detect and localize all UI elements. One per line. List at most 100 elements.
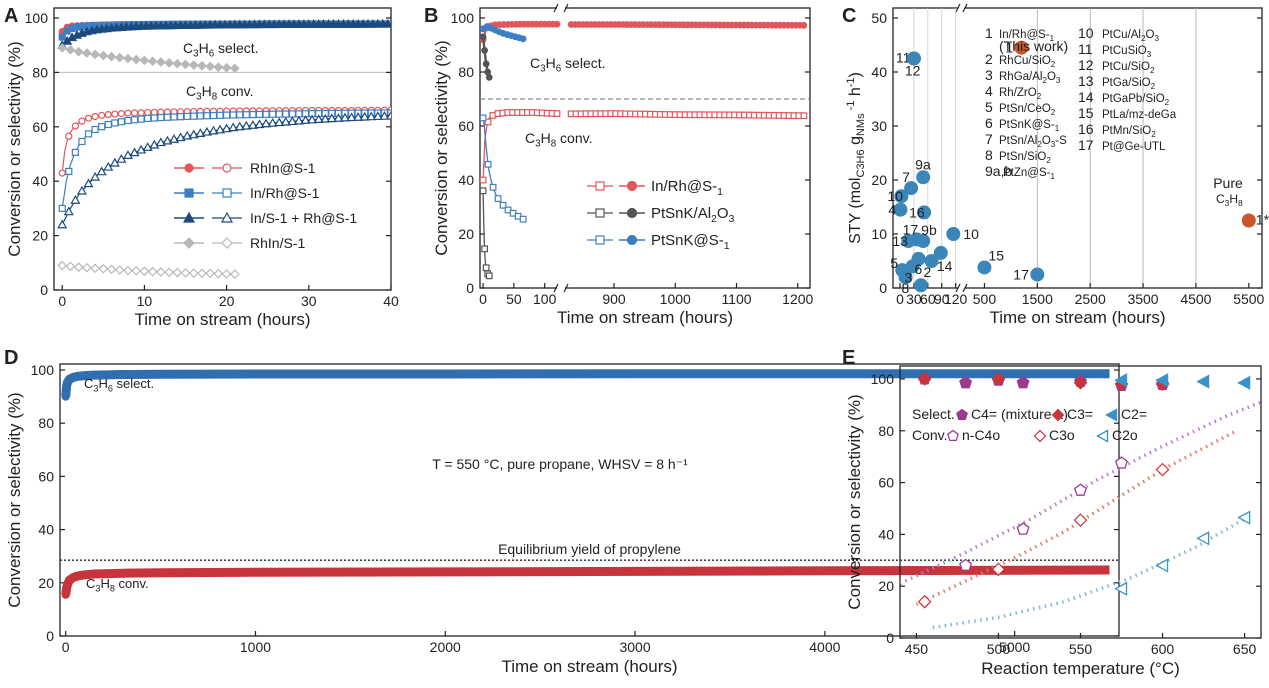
y-tick-label: 80 xyxy=(32,64,48,80)
legend-number: 16 xyxy=(1078,121,1094,137)
select-point xyxy=(553,20,561,28)
conv-point xyxy=(91,112,99,121)
conv-point xyxy=(183,112,191,121)
point-label: 7 xyxy=(902,169,910,185)
conv-point xyxy=(800,112,808,120)
y-tick-label: 40 xyxy=(38,522,54,538)
conditions-text: T = 550 °C, pure propane, WHSV = 8 h⁻¹ xyxy=(432,456,688,472)
conv-point xyxy=(170,113,178,121)
conv-point xyxy=(123,265,133,276)
panel-label: D xyxy=(4,347,18,369)
conv-point xyxy=(84,114,93,122)
x-tick-label: 0 xyxy=(479,291,487,307)
select-point xyxy=(164,58,174,68)
conv-point xyxy=(137,109,145,117)
x-axis-label: Time on stream (hours) xyxy=(501,657,677,676)
conv-point xyxy=(480,187,487,195)
data-point xyxy=(1155,462,1170,477)
select-point xyxy=(73,46,84,57)
conv-point xyxy=(58,169,66,177)
conv-point xyxy=(485,272,493,280)
conv-point xyxy=(156,267,166,277)
point-label: 12 xyxy=(905,63,921,79)
x-tick-label: 1500 xyxy=(1022,291,1053,307)
data-point xyxy=(80,371,89,380)
legend-label: C3= xyxy=(1067,406,1093,422)
conv-point xyxy=(519,215,527,223)
conv-point xyxy=(241,120,252,130)
conv-point xyxy=(480,114,487,122)
select-point xyxy=(57,43,68,53)
conv-point xyxy=(481,245,489,253)
x-tick-label: 450 xyxy=(905,641,929,657)
data-point xyxy=(1073,513,1088,527)
legend-label: RhCu/SiO2 xyxy=(999,55,1056,69)
data-point xyxy=(898,270,913,285)
x-tick-label: 100 xyxy=(533,291,557,307)
legend-number: 11 xyxy=(1078,41,1093,57)
conv-point xyxy=(172,267,183,278)
legend-label: PtGa/SiO2 xyxy=(1102,77,1156,91)
conv-point xyxy=(114,265,125,275)
data-point xyxy=(61,590,70,599)
legend-label: C2= xyxy=(1121,406,1147,422)
data-point xyxy=(1114,373,1128,388)
y-tick-label: 30 xyxy=(871,118,887,134)
x-tick-label: 1100 xyxy=(721,291,751,307)
axes-frame xyxy=(53,7,392,291)
axis-break xyxy=(962,3,968,13)
legend-label: n-C4o xyxy=(962,427,1000,443)
y-tick-label: 100 xyxy=(25,10,49,26)
conv-point xyxy=(78,137,86,146)
conv-point xyxy=(255,110,264,119)
x-tick-label: 5000 xyxy=(999,639,1030,655)
legend-number: 14 xyxy=(1078,89,1094,105)
y-tick-label: 50 xyxy=(871,10,887,26)
conv-point xyxy=(106,264,117,275)
point-label: 10 xyxy=(963,226,979,242)
fit-line xyxy=(915,429,1238,606)
axis-break xyxy=(955,283,961,293)
data-point xyxy=(906,51,921,66)
point-label: 1* xyxy=(1256,212,1269,228)
conv-point xyxy=(221,269,232,279)
pure-note: C3H8 xyxy=(1216,192,1243,208)
legend-label: C2o xyxy=(1112,427,1138,443)
point-label: 5 xyxy=(890,255,898,271)
y-tick-label: 40 xyxy=(871,64,887,80)
x-tick-label: 0 xyxy=(58,293,66,309)
legend-marker xyxy=(947,429,959,442)
conv-point xyxy=(288,110,296,118)
axis-break xyxy=(553,3,559,13)
conv-point xyxy=(65,132,73,140)
conv-point xyxy=(57,219,68,229)
y-tick-label: 80 xyxy=(878,423,894,439)
conv-point xyxy=(339,112,351,122)
legend-marker xyxy=(1105,408,1118,422)
conv-point xyxy=(242,111,250,119)
point-label: 11 xyxy=(896,50,911,66)
panel-label: C xyxy=(842,5,856,27)
select-point xyxy=(484,68,492,76)
legend-marker xyxy=(1051,408,1065,422)
legend-marker xyxy=(595,181,605,191)
legend-label: PtLa/mz-deGa xyxy=(1102,109,1177,121)
x-axis-label: Reaction temperature (°C) xyxy=(981,659,1180,678)
axes-frame xyxy=(892,7,1263,289)
legend-marker xyxy=(1096,429,1109,443)
conv-point xyxy=(142,142,153,151)
conv-point xyxy=(234,121,245,131)
point-label: 4 xyxy=(888,202,896,218)
legend-marker xyxy=(626,180,638,192)
data-point xyxy=(924,254,939,268)
legend-marker xyxy=(1033,429,1047,443)
x-tick-label: 500 xyxy=(973,291,997,307)
conv-point xyxy=(90,263,100,274)
legend-label: C3o xyxy=(1049,427,1075,443)
legend-label: PtSn/SiO2 xyxy=(999,151,1051,165)
conv-point xyxy=(262,110,270,118)
axis-break xyxy=(563,283,569,293)
conv-point xyxy=(136,144,147,154)
